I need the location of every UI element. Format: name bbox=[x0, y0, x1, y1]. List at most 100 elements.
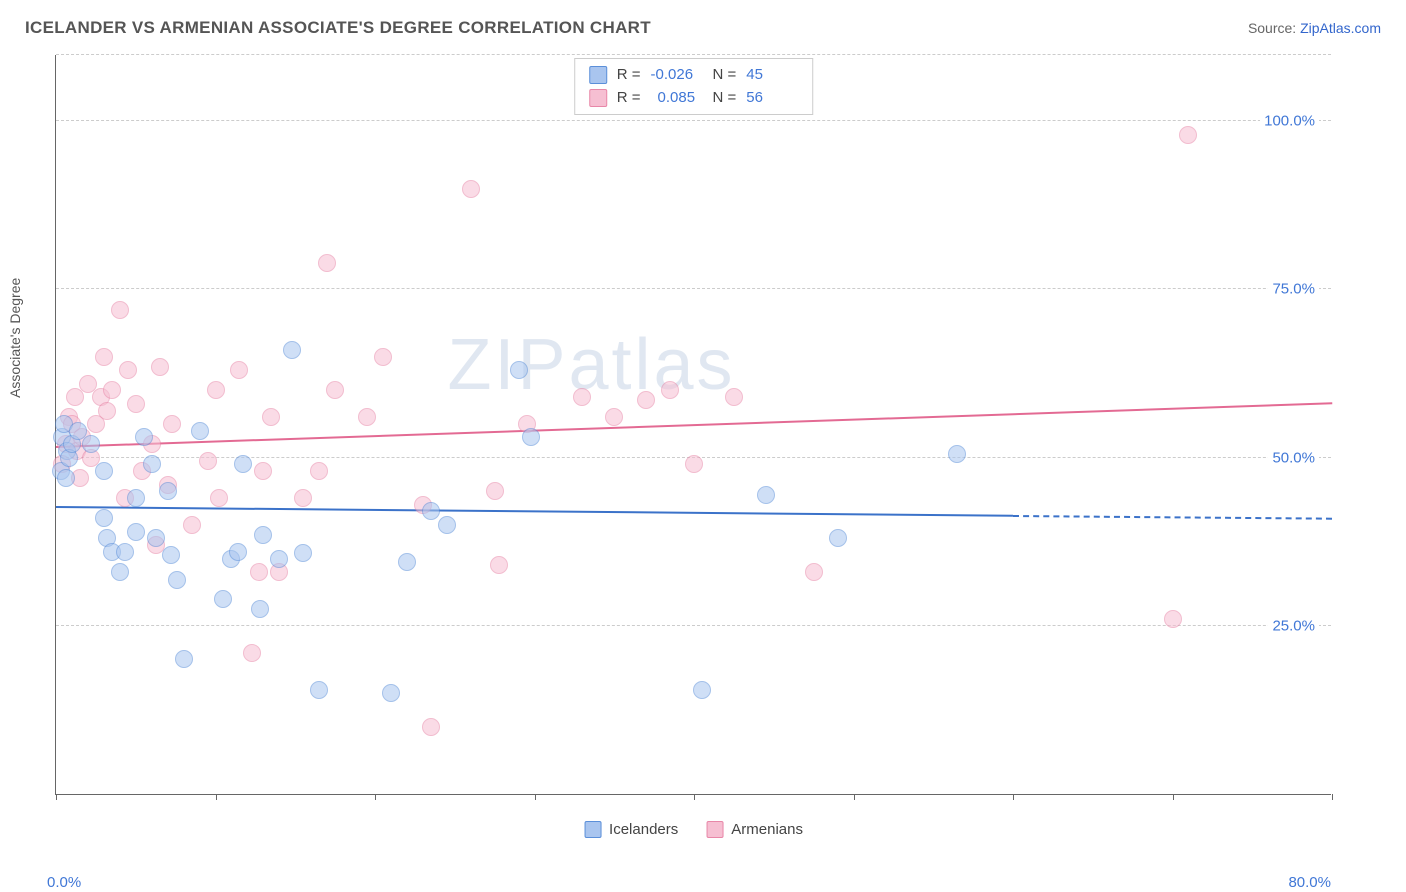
data-point bbox=[637, 391, 655, 409]
data-point bbox=[234, 455, 252, 473]
source-credit: Source: ZipAtlas.com bbox=[1248, 20, 1381, 36]
data-point bbox=[522, 428, 540, 446]
data-point bbox=[163, 415, 181, 433]
data-point bbox=[95, 462, 113, 480]
swatch-icelanders bbox=[589, 66, 607, 84]
n-label: N = bbox=[713, 86, 737, 109]
data-point bbox=[103, 381, 121, 399]
data-point bbox=[82, 435, 100, 453]
legend-item-armenians: Armenians bbox=[706, 821, 803, 838]
data-point bbox=[214, 590, 232, 608]
chart-container: Associate's Degree ZIPatlas R = -0.026 N… bbox=[55, 55, 1381, 845]
gridline bbox=[56, 120, 1331, 121]
data-point bbox=[462, 180, 480, 198]
data-point bbox=[693, 681, 711, 699]
plot-area: ZIPatlas R = -0.026 N = 45 R = 0.085 N =… bbox=[55, 55, 1331, 795]
x-tick-label-min: 0.0% bbox=[47, 874, 81, 891]
data-point bbox=[829, 529, 847, 547]
data-point bbox=[151, 358, 169, 376]
series-label-icelanders: Icelanders bbox=[609, 821, 678, 838]
data-point bbox=[573, 388, 591, 406]
data-point bbox=[229, 543, 247, 561]
legend-item-icelanders: Icelanders bbox=[584, 821, 678, 838]
x-tick-label-max: 80.0% bbox=[1288, 874, 1331, 891]
data-point bbox=[168, 571, 186, 589]
r-label: R = bbox=[617, 86, 641, 109]
data-point bbox=[251, 600, 269, 618]
data-point bbox=[605, 408, 623, 426]
data-point bbox=[805, 563, 823, 581]
data-point bbox=[175, 650, 193, 668]
y-tick-label: 75.0% bbox=[1268, 281, 1319, 298]
data-point bbox=[116, 543, 134, 561]
data-point bbox=[326, 381, 344, 399]
watermark: ZIPatlas bbox=[447, 324, 735, 406]
data-point bbox=[127, 395, 145, 413]
legend-row-armenians: R = 0.085 N = 56 bbox=[589, 86, 799, 109]
n-label: N = bbox=[713, 63, 737, 86]
n-value-icelanders: 45 bbox=[746, 63, 798, 86]
trend-line bbox=[56, 402, 1332, 448]
data-point bbox=[1164, 610, 1182, 628]
chart-header: ICELANDER VS ARMENIAN ASSOCIATE'S DEGREE… bbox=[25, 18, 1381, 38]
data-point bbox=[948, 445, 966, 463]
data-point bbox=[111, 301, 129, 319]
data-point bbox=[230, 361, 248, 379]
data-point bbox=[207, 381, 225, 399]
gridline bbox=[56, 54, 1331, 55]
data-point bbox=[294, 489, 312, 507]
series-label-armenians: Armenians bbox=[731, 821, 803, 838]
source-link[interactable]: ZipAtlas.com bbox=[1300, 20, 1381, 36]
data-point bbox=[250, 563, 268, 581]
y-axis-label: Associate's Degree bbox=[7, 278, 23, 398]
data-point bbox=[262, 408, 280, 426]
swatch-armenians bbox=[589, 89, 607, 107]
data-point bbox=[510, 361, 528, 379]
data-point bbox=[374, 348, 392, 366]
x-tick bbox=[375, 794, 376, 800]
data-point bbox=[95, 509, 113, 527]
data-point bbox=[685, 455, 703, 473]
data-point bbox=[270, 550, 288, 568]
data-point bbox=[310, 462, 328, 480]
y-tick-label: 25.0% bbox=[1268, 617, 1319, 634]
x-tick bbox=[1173, 794, 1174, 800]
data-point bbox=[725, 388, 743, 406]
data-point bbox=[661, 381, 679, 399]
data-point bbox=[111, 563, 129, 581]
data-point bbox=[98, 402, 116, 420]
data-point bbox=[57, 469, 75, 487]
data-point bbox=[95, 348, 113, 366]
data-point bbox=[254, 462, 272, 480]
trend-line bbox=[56, 506, 1013, 517]
data-point bbox=[490, 556, 508, 574]
x-tick bbox=[56, 794, 57, 800]
data-point bbox=[438, 516, 456, 534]
x-tick bbox=[694, 794, 695, 800]
gridline bbox=[56, 288, 1331, 289]
data-point bbox=[398, 553, 416, 571]
data-point bbox=[127, 489, 145, 507]
y-tick-label: 100.0% bbox=[1260, 113, 1319, 130]
swatch-icelanders bbox=[584, 821, 601, 838]
data-point bbox=[358, 408, 376, 426]
data-point bbox=[210, 489, 228, 507]
trend-line bbox=[1013, 515, 1332, 520]
data-point bbox=[283, 341, 301, 359]
data-point bbox=[310, 681, 328, 699]
data-point bbox=[486, 482, 504, 500]
chart-title: ICELANDER VS ARMENIAN ASSOCIATE'S DEGREE… bbox=[25, 18, 651, 38]
data-point bbox=[159, 482, 177, 500]
n-value-armenians: 56 bbox=[746, 86, 798, 109]
data-point bbox=[422, 718, 440, 736]
data-point bbox=[254, 526, 272, 544]
correlation-legend: R = -0.026 N = 45 R = 0.085 N = 56 bbox=[574, 58, 814, 115]
data-point bbox=[135, 428, 153, 446]
data-point bbox=[199, 452, 217, 470]
x-tick bbox=[535, 794, 536, 800]
data-point bbox=[1179, 126, 1197, 144]
data-point bbox=[191, 422, 209, 440]
source-prefix: Source: bbox=[1248, 20, 1300, 36]
gridline bbox=[56, 625, 1331, 626]
data-point bbox=[147, 529, 165, 547]
